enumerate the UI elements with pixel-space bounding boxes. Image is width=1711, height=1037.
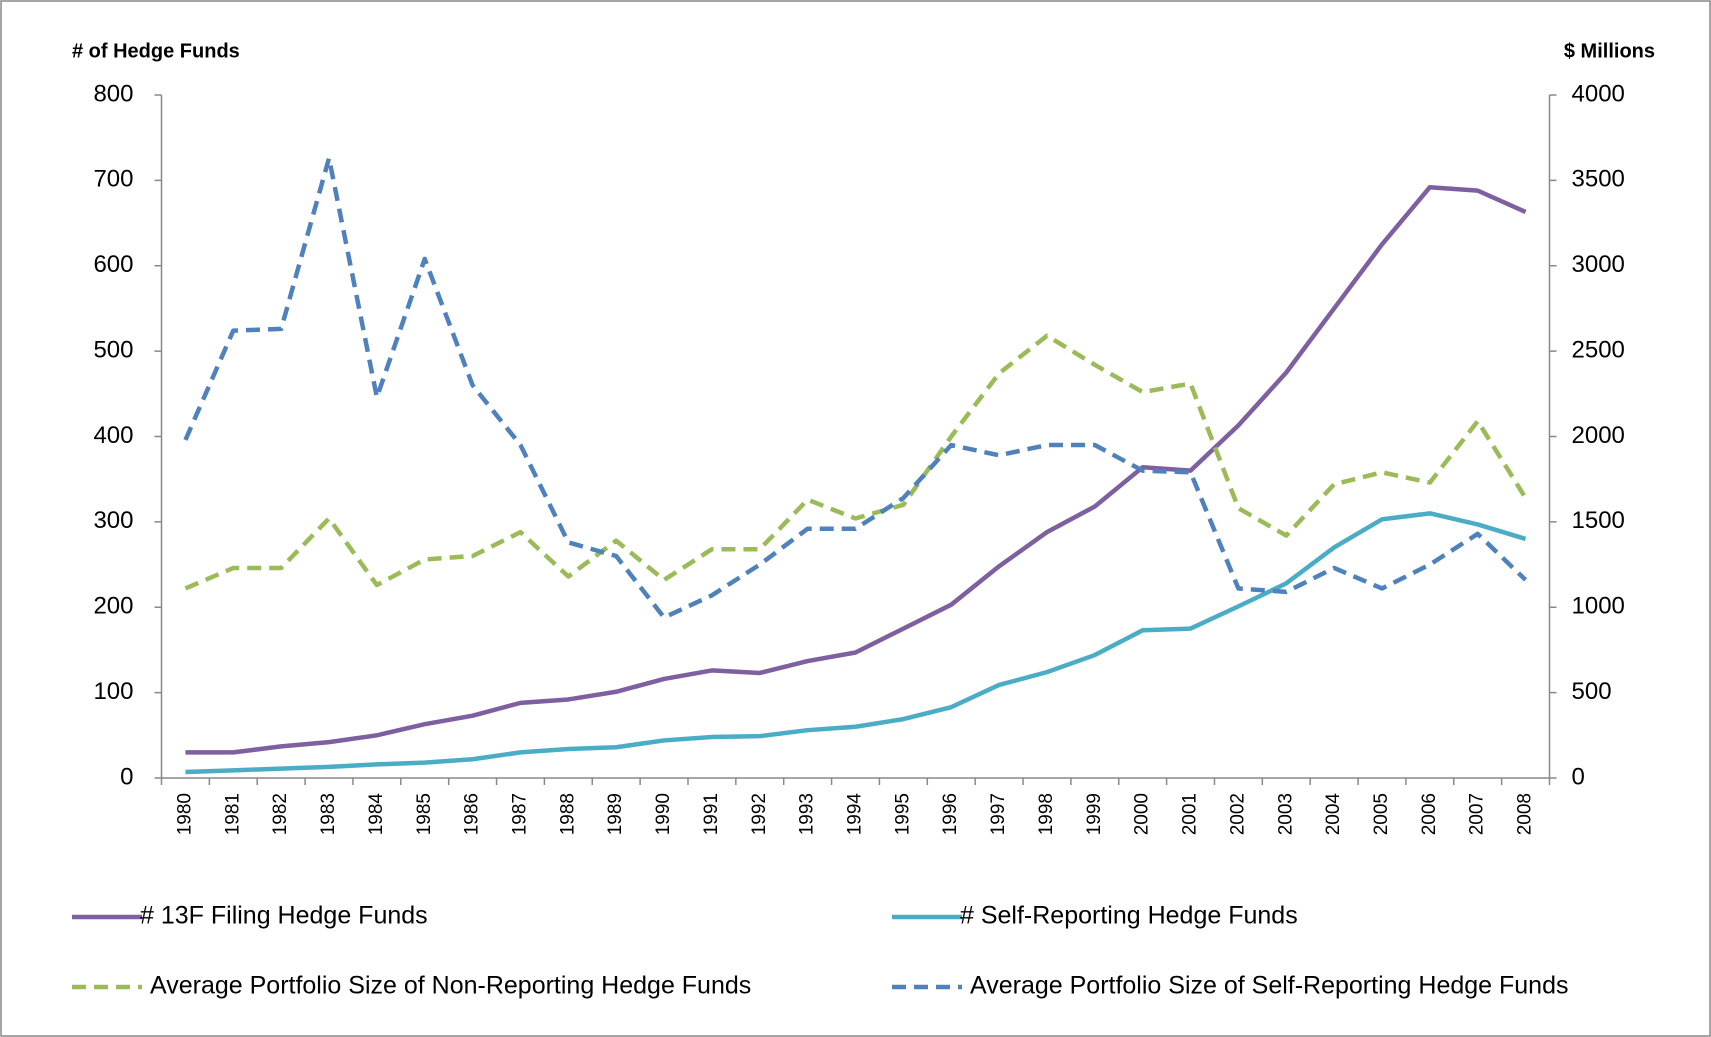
- x-tick-label: 1988: [557, 793, 578, 835]
- x-tick-label: 1996: [940, 793, 961, 835]
- legend-label: # Self-Reporting Hedge Funds: [960, 902, 1298, 930]
- series-line: [185, 184, 1527, 755]
- legend-label: Average Portfolio Size of Self-Reporting…: [970, 972, 1569, 1000]
- x-tick-label: 1989: [605, 793, 626, 835]
- x-tick-label: 1987: [509, 793, 530, 835]
- series-line: [183, 155, 1528, 620]
- x-tick-label: 1982: [270, 793, 291, 835]
- x-tick-label: 1992: [749, 793, 770, 835]
- x-tick-label: 2008: [1515, 793, 1536, 835]
- y2-tick-label: 1000: [1572, 593, 1625, 620]
- y-tick-label: 800: [93, 80, 133, 107]
- y2-tick-label: 3000: [1572, 251, 1625, 278]
- y2-tick-label: 0: [1572, 763, 1585, 790]
- x-tick-label: 1981: [222, 793, 243, 835]
- y2-tick-label: 500: [1572, 678, 1612, 705]
- y2-tick-label: 2000: [1572, 422, 1625, 449]
- x-tick-label: 1986: [462, 793, 483, 835]
- y-tick-label: 0: [120, 763, 133, 790]
- x-tick-label: 2005: [1371, 793, 1392, 835]
- x-tick-label: 1995: [892, 793, 913, 835]
- y-tick-label: 100: [93, 678, 133, 705]
- x-tick-label: 2007: [1467, 793, 1488, 835]
- x-tick-label: 2001: [1180, 793, 1201, 835]
- x-tick-label: 1985: [414, 793, 435, 835]
- y-tick-label: 600: [93, 251, 133, 278]
- x-tick-label: 2002: [1227, 793, 1248, 835]
- series-line: [184, 333, 1528, 591]
- x-tick-label: 2003: [1275, 793, 1296, 835]
- x-tick-label: 2000: [1132, 793, 1153, 835]
- y2-tick-label: 1500: [1572, 507, 1625, 534]
- y-tick-label: 300: [93, 507, 133, 534]
- series-line: [185, 511, 1527, 775]
- y2-tick-label: 3500: [1572, 166, 1625, 193]
- legend-label: Average Portfolio Size of Non-Reporting …: [150, 972, 751, 1000]
- x-tick-label: 1998: [1036, 793, 1057, 835]
- x-tick-label: 1984: [366, 793, 387, 836]
- y2-tick-label: 4000: [1572, 80, 1625, 107]
- x-tick-label: 1993: [797, 793, 818, 835]
- x-tick-label: 1983: [318, 793, 339, 835]
- y-axis-label: # of Hedge Funds: [72, 40, 240, 62]
- x-tick-label: 1997: [988, 793, 1009, 835]
- x-tick-label: 1980: [174, 793, 195, 835]
- y2-tick-label: 2500: [1572, 336, 1625, 363]
- x-tick-label: 2006: [1419, 793, 1440, 835]
- x-tick-label: 1990: [653, 793, 674, 835]
- y2-axis-label: $ Millions: [1564, 40, 1655, 62]
- y-tick-label: 700: [93, 166, 133, 193]
- y-tick-label: 400: [93, 422, 133, 449]
- x-tick-label: 2004: [1323, 793, 1344, 836]
- y-tick-label: 200: [93, 593, 133, 620]
- y-tick-label: 500: [93, 336, 133, 363]
- x-tick-label: 1999: [1084, 793, 1105, 835]
- x-tick-label: 1991: [701, 793, 722, 835]
- x-tick-label: 1994: [845, 793, 866, 836]
- legend-label: # 13F Filing Hedge Funds: [140, 902, 428, 930]
